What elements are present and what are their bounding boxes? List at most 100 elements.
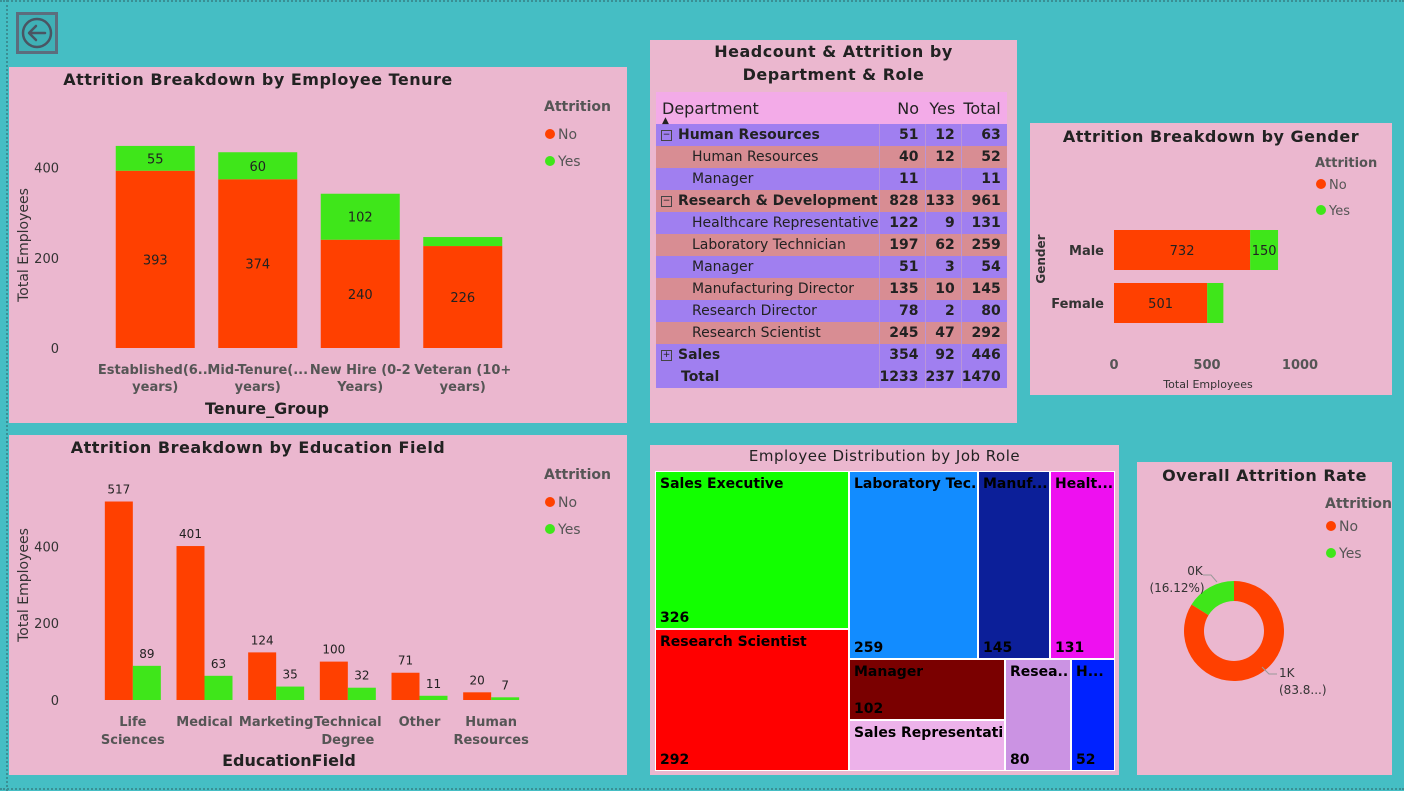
matrix-row[interactable]: Manufacturing Director 135 10 145 <box>656 278 1007 300</box>
treemap-cell[interactable]: Laboratory Tec... 259 <box>849 471 978 659</box>
treemap-cell-label: Manager <box>854 664 924 680</box>
matrix-header-total[interactable]: Total <box>961 92 1007 124</box>
treemap-cell[interactable]: H... 52 <box>1071 659 1115 771</box>
matrix-row-label-text: Total <box>681 369 720 385</box>
bottom-border <box>0 788 1404 790</box>
matrix-row[interactable]: Manager 11 11 <box>656 168 1007 190</box>
gender-chart[interactable]: Male 732 150 Female 501 0 500 1000 Total Employe… <box>1030 123 1392 395</box>
tenure-data-label: 60 <box>249 160 266 175</box>
matrix-header-department[interactable]: Department ▲ <box>656 92 880 126</box>
matrix-cell-total: 446 <box>960 344 1007 366</box>
tenure-bar-no <box>320 239 400 348</box>
treemap-cell[interactable]: Sales Representative <box>849 720 1005 771</box>
matrix-cell-no: 51 <box>878 256 926 278</box>
collapse-icon[interactable]: − <box>661 129 672 141</box>
matrix-row[interactable]: Total 1233 237 1470 <box>656 366 1007 388</box>
tenure-bar-yes <box>320 193 400 240</box>
treemap-cell[interactable]: Research Scientist 292 <box>655 629 849 771</box>
left-border <box>6 0 8 791</box>
education-data-label: 63 <box>211 657 226 671</box>
education-bar-yes <box>132 665 161 700</box>
tenure-x-tick: Mid-Tenure(... years) <box>207 363 308 395</box>
education-bar-no <box>463 692 492 700</box>
gender-data-label: 732 <box>1170 244 1195 259</box>
donut-legend-title: Attrition <box>1325 496 1392 512</box>
matrix-cell-yes: 12 <box>924 146 962 168</box>
matrix-header-yes[interactable]: Yes <box>925 92 962 124</box>
education-bar-yes <box>347 687 376 700</box>
education-legend-no-label: No <box>558 495 577 511</box>
treemap-cell-value: 259 <box>854 640 884 656</box>
tenure-data-label: 240 <box>348 288 373 303</box>
matrix-row-label: − Research & Development <box>656 190 880 212</box>
matrix-row-label-text: Healthcare Representative <box>692 215 879 231</box>
education-data-label: 32 <box>354 669 369 683</box>
donut-chart[interactable]: 0K (16.12%) 1K (83.8...) Attrition No Yes <box>1137 462 1392 775</box>
education-bar-yes <box>491 697 520 700</box>
treemap-cell-value: 131 <box>1055 640 1085 656</box>
treemap-cell[interactable]: Resea... 80 <box>1005 659 1071 771</box>
treemap-cell[interactable]: Manuf... 145 <box>978 471 1050 659</box>
matrix-row-label-text: Research Director <box>692 303 817 319</box>
matrix-cell-yes: 47 <box>924 322 962 344</box>
gender-legend-yes-label: Yes <box>1328 204 1350 219</box>
treemap-cell[interactable]: Sales Executive 326 <box>655 471 849 629</box>
back-button[interactable] <box>16 12 58 54</box>
donut-label-no-pct: (83.8...) <box>1279 683 1327 697</box>
education-x-tick: Life Sciences <box>101 715 165 748</box>
tenure-data-label: 102 <box>348 211 373 226</box>
treemap-cell[interactable]: Manager 102 <box>849 659 1005 720</box>
gender-bar-no <box>1114 283 1208 323</box>
education-bar-no <box>104 501 133 700</box>
tenure-legend-no-label: No <box>558 127 577 143</box>
treemap-cell-value: 145 <box>983 640 1013 656</box>
gender-x-tick: 500 <box>1193 358 1220 373</box>
matrix-row[interactable]: Laboratory Technician 197 62 259 <box>656 234 1007 256</box>
tenure-x-tick: Veteran (10+ years) <box>414 363 511 395</box>
gender-y-axis-label: Gender <box>1034 234 1048 283</box>
treemap-cell-value: 80 <box>1010 752 1030 768</box>
gender-legend-title: Attrition <box>1315 156 1377 171</box>
matrix-row-label: Research Director <box>656 300 880 322</box>
education-data-label: 71 <box>398 654 413 668</box>
donut-leader-no <box>1261 666 1277 675</box>
matrix-row[interactable]: Manager 51 3 54 <box>656 256 1007 278</box>
treemap-cell-label: Research Scientist <box>660 634 807 650</box>
matrix-row[interactable]: − Research & Development 828 133 961 <box>656 190 1007 212</box>
matrix-cell-no: 197 <box>878 234 926 256</box>
donut-label-yes-pct: (16.12%) <box>1149 581 1204 595</box>
matrix-cell-total: 11 <box>960 168 1007 190</box>
matrix-row-label: Laboratory Technician <box>656 234 880 256</box>
matrix-header-no[interactable]: No <box>879 92 926 124</box>
treemap-chart[interactable]: Sales Executive 326 Research Scientist 292 L… <box>655 471 1115 771</box>
matrix-cell-yes: 133 <box>924 190 962 212</box>
tenure-bar-no <box>423 246 503 348</box>
tenure-bar-yes <box>218 152 298 180</box>
matrix-row[interactable]: − Human Resources 51 12 63 <box>656 124 1007 146</box>
matrix-row-label-text: Sales <box>678 347 721 363</box>
donut-legend-yes-label: Yes <box>1338 546 1362 562</box>
treemap-title: Employee Distribution by Job Role <box>748 447 1021 465</box>
matrix-row[interactable]: + Sales 354 92 446 <box>656 344 1007 366</box>
top-border <box>0 0 1404 4</box>
education-y-tick: 200 <box>34 617 59 632</box>
tenure-legend-yes-label: Yes <box>557 154 581 170</box>
tenure-x-axis-label: Tenure_Group <box>205 399 329 418</box>
expand-icon[interactable]: + <box>661 349 672 361</box>
gender-x-axis-label: Total Employees <box>1162 378 1253 391</box>
matrix-row[interactable]: Human Resources 40 12 52 <box>656 146 1007 168</box>
matrix-cell-total: 259 <box>960 234 1007 256</box>
education-bar-no <box>176 546 205 700</box>
matrix-row[interactable]: Healthcare Representative 122 9 131 <box>656 212 1007 234</box>
matrix-row-label-text: Manager <box>692 259 754 275</box>
matrix-row[interactable]: Research Director 78 2 80 <box>656 300 1007 322</box>
treemap-cell[interactable]: Healt... 131 <box>1050 471 1115 659</box>
collapse-icon[interactable]: − <box>661 195 672 207</box>
matrix-row[interactable]: Research Scientist 245 47 292 <box>656 322 1007 344</box>
tenure-data-label: 226 <box>450 291 475 306</box>
matrix-row-label: − Human Resources <box>656 124 880 146</box>
education-chart-title: Attrition Breakdown by Education Field <box>70 438 446 457</box>
donut-slice-yes <box>1191 581 1234 616</box>
